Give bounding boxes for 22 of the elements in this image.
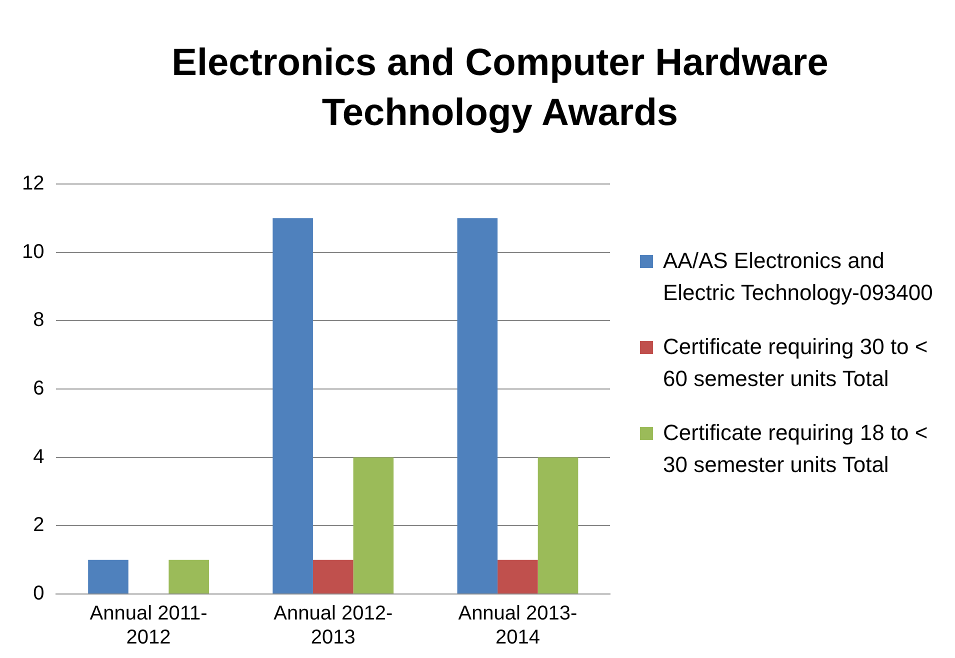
bar — [312, 560, 354, 594]
y-tick-label: 10 — [22, 240, 44, 263]
legend-label: AA/AS Electronics and Electric Technology-093400 — [663, 247, 934, 307]
x-tick-label: Annual 2011-2012 — [90, 602, 208, 649]
bar — [498, 560, 538, 594]
y-tick-label: 4 — [33, 446, 44, 468]
legend-label: Certificate requiring 30 to < 60 semester units Total — [663, 333, 929, 393]
bar — [457, 218, 498, 594]
chart-title: Electronics and Computer Hardware Technology Awards — [170, 41, 830, 136]
y-tick-label: 0 — [33, 582, 44, 605]
y-tick-label: 2 — [33, 514, 44, 536]
x-tick-label: Annual 2012-2013 — [274, 602, 393, 649]
bar — [88, 560, 128, 594]
y-tick-label: 6 — [33, 378, 44, 400]
x-tick-label: Annual 2013-2014 — [458, 602, 578, 649]
legend-label: Certificate requiring 18 to < 30 semester units Total — [663, 419, 929, 479]
bar — [272, 218, 313, 594]
y-tick-label: 8 — [33, 309, 44, 332]
bar — [538, 457, 578, 594]
y-tick-label: 12 — [22, 172, 44, 195]
bar — [168, 560, 209, 594]
bar — [353, 457, 394, 594]
